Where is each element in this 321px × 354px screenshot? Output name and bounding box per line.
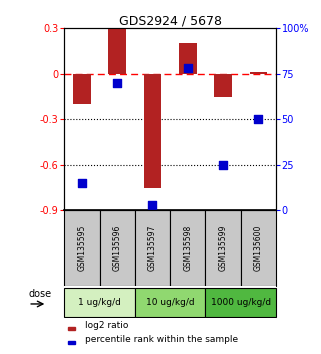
Bar (73, 74, 91, 104)
Point (185, 65, 190, 71)
Point (79, 180, 84, 186)
Bar (108, 28, 126, 74)
Bar (214, 74, 232, 97)
Bar (64, 210, 100, 286)
Point (221, 162, 226, 168)
Bar (179, 44, 196, 74)
Bar (249, 72, 267, 74)
Text: GSM135595: GSM135595 (77, 225, 86, 272)
Text: 1000 ug/kg/d: 1000 ug/kg/d (211, 298, 271, 307)
Point (115, 80, 120, 86)
Bar (100, 210, 135, 286)
Text: GSM135598: GSM135598 (183, 225, 192, 272)
Bar (205, 288, 276, 317)
Bar (205, 210, 241, 286)
Bar (64, 288, 135, 317)
Point (256, 116, 261, 122)
Text: percentile rank within the sample: percentile rank within the sample (85, 335, 239, 344)
Title: GDS2924 / 5678: GDS2924 / 5678 (119, 14, 221, 27)
Bar (68, 341, 75, 344)
Text: dose: dose (28, 289, 51, 299)
Text: 10 ug/kg/d: 10 ug/kg/d (146, 298, 195, 307)
Bar (135, 288, 205, 317)
Text: GSM135596: GSM135596 (113, 225, 122, 272)
Text: GSM135599: GSM135599 (219, 225, 228, 272)
Text: 1 ug/kg/d: 1 ug/kg/d (78, 298, 121, 307)
Bar (241, 210, 276, 286)
Bar (68, 327, 75, 330)
Point (150, 202, 155, 208)
Text: GSM135600: GSM135600 (254, 225, 263, 272)
Text: log2 ratio: log2 ratio (85, 321, 129, 330)
Text: GSM135597: GSM135597 (148, 225, 157, 272)
Bar (170, 210, 205, 286)
Bar (143, 74, 161, 188)
Bar (135, 210, 170, 286)
